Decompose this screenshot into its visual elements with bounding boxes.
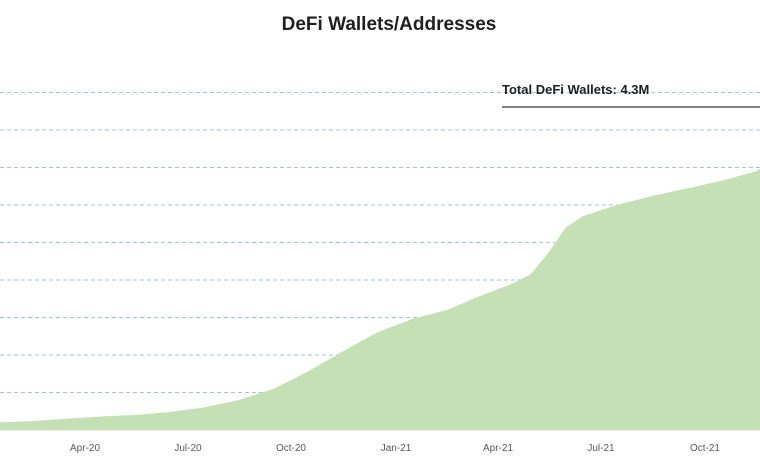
x-axis-ticks: Apr-20 Jul-20 Oct-20 Jan-21 Apr-21 Jul-21 Oct-… (70, 443, 720, 454)
x-tick-label: Jul-21 (587, 443, 615, 454)
x-tick-label: Jan-21 (381, 443, 412, 454)
area-series (0, 145, 760, 430)
x-tick-label: Apr-20 (70, 443, 100, 454)
x-tick-label: Oct-20 (276, 443, 306, 454)
x-tick-label: Apr-21 (483, 443, 513, 454)
x-tick-label: Oct-21 (690, 443, 720, 454)
total-wallets-annotation: Total DeFi Wallets: 4.3M (502, 82, 649, 97)
x-tick-label: Jul-20 (174, 443, 202, 454)
chart-title: DeFi Wallets/Addresses (282, 14, 497, 35)
